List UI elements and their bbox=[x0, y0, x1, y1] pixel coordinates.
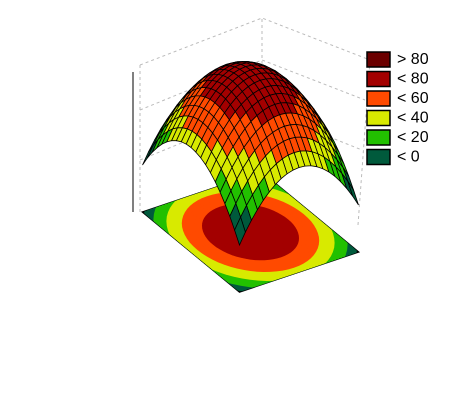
legend-swatch bbox=[366, 129, 391, 146]
legend-swatch bbox=[366, 109, 391, 127]
surface-cell bbox=[347, 180, 359, 206]
legend-swatch bbox=[366, 51, 391, 68]
grid-lines bbox=[139, 17, 371, 226]
legend: > 80 < 80 < 60 < 40 < 20 < 0 bbox=[366, 51, 429, 166]
back-walls bbox=[139, 17, 371, 226]
legend-swatch bbox=[366, 148, 391, 166]
surface bbox=[142, 61, 359, 247]
floor-contour bbox=[140, 171, 361, 293]
legend-label: < 60 bbox=[397, 90, 429, 107]
legend-label: < 0 bbox=[397, 149, 420, 166]
legend-label: < 40 bbox=[397, 110, 429, 127]
legend-label: < 80 bbox=[397, 71, 429, 88]
legend-label: < 20 bbox=[397, 129, 429, 146]
legend-label: > 80 bbox=[397, 51, 429, 68]
legend-swatch bbox=[366, 70, 391, 88]
surface-cell bbox=[234, 215, 246, 247]
legend-swatch bbox=[366, 90, 391, 107]
